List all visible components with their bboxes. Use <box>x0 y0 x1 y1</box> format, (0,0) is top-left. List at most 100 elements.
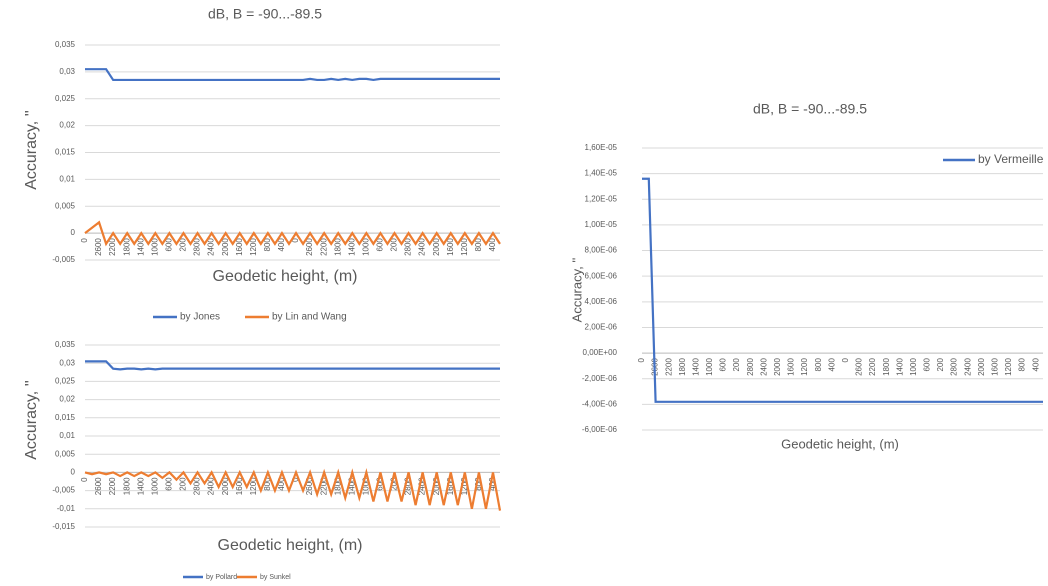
legend-label: by Lin and Wang <box>272 312 347 323</box>
x-tick-label: 1000 <box>705 358 714 376</box>
x-tick-label: 2800 <box>746 358 755 376</box>
x-tick-label: 1200 <box>249 477 258 495</box>
x-axis-title: Geodetic height, (m) <box>213 268 358 285</box>
x-tick-label: 1600 <box>991 358 1000 376</box>
x-tick-label: 800 <box>474 238 483 252</box>
x-tick-label: 1800 <box>882 358 891 376</box>
x-tick-label: 600 <box>165 477 174 491</box>
x-tick-label: 1400 <box>895 358 904 376</box>
x-tick-label: 1200 <box>800 358 809 376</box>
x-tick-label: 0 <box>80 238 89 243</box>
x-tick-label: 0 <box>841 358 850 363</box>
y-tick-label: 0,035 <box>55 40 76 49</box>
y-tick-label: -2,00E-06 <box>582 374 618 383</box>
series-line <box>84 220 501 247</box>
x-tick-label: 400 <box>1031 358 1040 372</box>
y-tick-label: 8,00E-06 <box>585 246 618 255</box>
x-tick-label: 400 <box>827 358 836 372</box>
x-tick-label: 1000 <box>150 238 159 256</box>
x-tick-label: 2800 <box>193 477 202 495</box>
x-tick-label: 2200 <box>664 358 673 376</box>
x-tick-label: 1200 <box>460 238 469 256</box>
x-tick-label: 200 <box>179 238 188 252</box>
x-tick-label: 1800 <box>333 477 342 495</box>
x-tick-label: 2800 <box>950 358 959 376</box>
x-tick-label: 2600 <box>855 358 864 376</box>
y-tick-label: 0,005 <box>55 449 76 458</box>
y-tick-label: 6,00E-06 <box>585 271 618 280</box>
series-line <box>84 468 502 511</box>
y-axis-title: Accuracy, '' <box>23 380 40 460</box>
x-tick-label: 1000 <box>361 477 370 495</box>
y-tick-label: -0,005 <box>52 255 75 264</box>
y-tick-label: 0,02 <box>59 395 75 404</box>
x-tick-label: 1400 <box>347 477 356 495</box>
y-tick-label: 0,01 <box>59 174 75 183</box>
x-tick-label: 1400 <box>136 477 145 495</box>
y-tick-label: 0,02 <box>59 121 75 130</box>
x-tick-label: 2600 <box>305 238 314 256</box>
x-tick-label: 2800 <box>404 238 413 256</box>
x-tick-label: 1400 <box>136 238 145 256</box>
x-tick-label: 600 <box>923 358 932 372</box>
y-tick-label: 1,40E-05 <box>585 169 618 178</box>
y-tick-label: -6,00E-06 <box>582 425 618 434</box>
x-tick-label: 200 <box>936 358 945 372</box>
x-tick-label: 2200 <box>319 477 328 495</box>
x-tick-label: 2400 <box>207 238 216 256</box>
x-tick-label: 2000 <box>773 358 782 376</box>
x-tick-label: 1800 <box>678 358 687 376</box>
x-tick-label: 2400 <box>963 358 972 376</box>
x-tick-label: 200 <box>179 477 188 491</box>
x-tick-label: 800 <box>474 477 483 491</box>
y-tick-label: -0,015 <box>52 522 75 531</box>
y-tick-label: 0,03 <box>59 67 75 76</box>
y-axis-title: Accuracy, '' <box>23 110 40 190</box>
x-tick-label: 2200 <box>868 358 877 376</box>
x-axis-title: Geodetic height, (m) <box>218 537 363 554</box>
y-tick-label: 0 <box>71 468 76 477</box>
y-tick-label: -0,005 <box>52 486 75 495</box>
x-tick-label: 600 <box>376 238 385 252</box>
y-tick-label: 0,025 <box>55 377 76 386</box>
y-tick-label: -0,01 <box>57 504 76 513</box>
series-line <box>642 177 1043 403</box>
x-tick-label: 1000 <box>909 358 918 376</box>
series-line <box>85 360 500 371</box>
x-tick-label: 1000 <box>361 238 370 256</box>
x-tick-label: 200 <box>732 358 741 372</box>
x-tick-label: 1200 <box>249 238 258 256</box>
y-tick-label: 0,03 <box>59 358 75 367</box>
x-tick-label: 2400 <box>759 358 768 376</box>
x-tick-label: 400 <box>488 238 497 252</box>
series-line <box>85 68 500 82</box>
y-tick-label: 0,025 <box>55 94 76 103</box>
x-tick-label: 2000 <box>221 477 230 495</box>
y-tick-label: 1,00E-05 <box>585 220 618 229</box>
y-tick-label: 2,00E-06 <box>585 323 618 332</box>
y-tick-label: -4,00E-06 <box>582 399 618 408</box>
x-tick-label: 2000 <box>432 238 441 256</box>
x-tick-label: 1000 <box>150 477 159 495</box>
x-tick-label: 1600 <box>446 477 455 495</box>
x-tick-label: 1200 <box>460 477 469 495</box>
legend-label: by Vermeille <box>978 152 1044 166</box>
y-tick-label: 1,60E-05 <box>585 143 618 152</box>
x-tick-label: 1800 <box>122 238 131 256</box>
x-tick-label: 1600 <box>446 238 455 256</box>
x-tick-label: 2200 <box>319 238 328 256</box>
x-tick-label: 2400 <box>418 477 427 495</box>
y-tick-label: 0,005 <box>55 201 76 210</box>
chart-title: dB, B = -90...-89.5 <box>208 6 322 22</box>
x-tick-label: 2400 <box>418 238 427 256</box>
x-tick-label: 200 <box>390 477 399 491</box>
x-tick-label: 2000 <box>977 358 986 376</box>
y-tick-label: 0 <box>71 228 76 237</box>
x-tick-label: 2000 <box>221 238 230 256</box>
x-tick-label: 1800 <box>122 477 131 495</box>
chart-title: dB, B = -90...-89.5 <box>753 101 867 117</box>
x-tick-label: 0 <box>291 477 300 482</box>
legend-label: by Jones <box>180 312 220 323</box>
x-axis-title: Geodetic height, (m) <box>781 436 899 451</box>
